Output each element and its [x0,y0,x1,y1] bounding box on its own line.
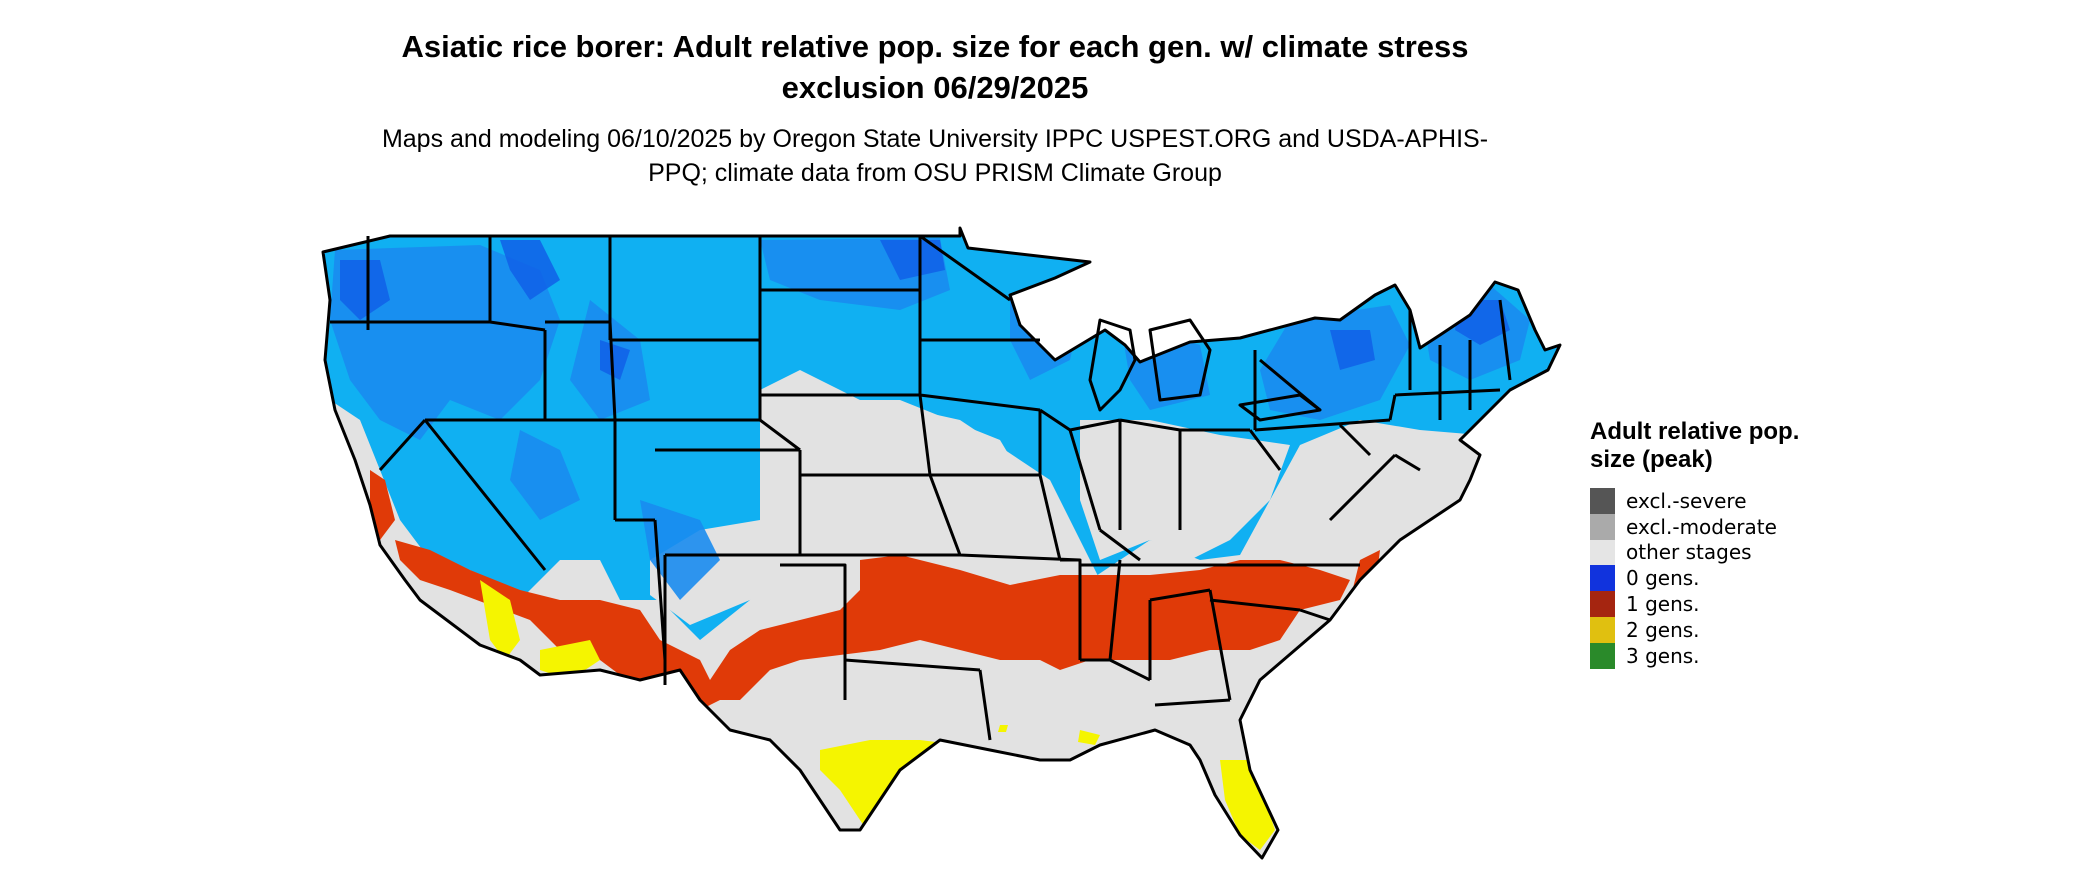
legend-swatch [1590,616,1615,643]
legend-label: excl.-severe [1626,488,1747,513]
legend-item-excl-severe: excl.-severe [1590,488,1970,514]
legend-item-0-gens: 0 gens. [1590,565,1970,592]
map-title: Asiatic rice borer: Adult relative pop. … [401,29,1469,105]
one-gen-red-region [370,470,1380,715]
central-gray-region [650,400,1290,625]
legend-title: Adult relative pop. size (peak) [1590,418,1800,473]
state-borders [321,226,1562,860]
legend-item-1-gens: 1 gens. [1590,591,1970,617]
legend-label: 1 gens. [1626,592,1700,617]
northern-dark-blue-region [340,240,1510,380]
legend-swatch [1590,539,1615,566]
legend-item-3-gens: 3 gens. [1590,642,1970,669]
state-lines [330,234,1512,741]
legend-label: 2 gens. [1626,617,1700,642]
great-lakes-outline [1088,318,1322,422]
legend-label: 3 gens. [1626,643,1700,668]
legend-swatch [1590,565,1615,592]
two-gen-yellow-region [480,580,1275,850]
legend-swatch [1590,591,1615,617]
legend-swatch [1590,642,1615,669]
legend-item-other-stages: other stages [1590,539,1970,566]
legend-label: other stages [1626,540,1752,565]
legend-swatch [1590,513,1615,540]
northern-mid-blue-region [330,238,1530,600]
legend: Adult relative pop. size (peak) excl.-se… [1590,418,1970,669]
legend-item-2-gens: 2 gens. [1590,616,1970,643]
legend-swatch [1590,488,1615,514]
legend-label: excl.-moderate [1626,514,1777,539]
map-subtitle: Maps and modeling 06/10/2025 by Oregon S… [381,125,1489,187]
legend-label: 0 gens. [1626,566,1700,591]
legend-item-excl-moderate: excl.-moderate [1590,513,1970,540]
